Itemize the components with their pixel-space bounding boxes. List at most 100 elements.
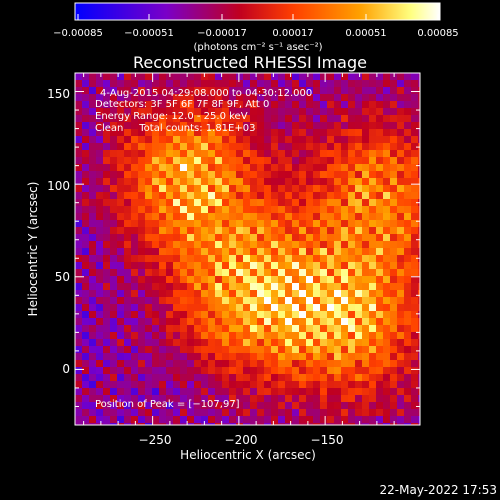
heatmap-cell	[355, 234, 363, 242]
heatmap-cell	[278, 325, 286, 333]
colorbar-tick-label: 0.00085	[417, 28, 458, 39]
heatmap-cell	[334, 304, 342, 312]
heatmap-cell	[103, 241, 111, 249]
heatmap-cell	[166, 108, 174, 116]
heatmap-cell	[82, 283, 90, 291]
heatmap-cell	[390, 283, 398, 291]
heatmap-cell	[397, 360, 405, 368]
heatmap-cell	[117, 311, 125, 319]
heatmap-cell	[348, 199, 356, 207]
heatmap-cell	[341, 227, 349, 235]
heatmap-cell	[292, 346, 300, 354]
heatmap-cell	[145, 367, 153, 375]
heatmap-cell	[320, 367, 328, 375]
heatmap-cell	[131, 213, 139, 221]
heatmap-cell	[362, 101, 370, 109]
heatmap-cell	[166, 388, 174, 396]
heatmap-cell	[138, 157, 146, 165]
heatmap-cell	[299, 297, 307, 305]
heatmap-cell	[271, 423, 279, 425]
heatmap-cell	[264, 374, 272, 382]
heatmap-cell	[250, 423, 258, 425]
heatmap-cell	[278, 101, 286, 109]
heatmap-cell	[306, 304, 314, 312]
heatmap-cell	[411, 227, 419, 235]
heatmap-cell	[299, 94, 307, 102]
heatmap-cell	[243, 409, 251, 417]
heatmap-cell	[180, 395, 188, 403]
heatmap-cell	[411, 409, 419, 417]
heatmap-cell	[229, 87, 237, 95]
heatmap-cell	[131, 388, 139, 396]
heatmap-cell	[292, 178, 300, 186]
heatmap-cell	[264, 115, 272, 123]
heatmap-cell	[103, 206, 111, 214]
heatmap-cell	[208, 80, 216, 88]
heatmap-cell	[313, 353, 321, 361]
heatmap-cell	[208, 122, 216, 130]
heatmap-cell	[313, 143, 321, 151]
heatmap-cell	[411, 185, 419, 193]
heatmap-cell	[348, 367, 356, 375]
heatmap-cell	[341, 213, 349, 221]
heatmap-cell	[264, 87, 272, 95]
heatmap-cell	[243, 157, 251, 165]
heatmap-cell	[369, 101, 377, 109]
heatmap-cell	[271, 94, 279, 102]
heatmap-cell	[152, 423, 160, 425]
heatmap-cell	[152, 318, 160, 326]
heatmap-cell	[110, 325, 118, 333]
heatmap-cell	[299, 283, 307, 291]
heatmap-cell	[264, 276, 272, 284]
heatmap-cell	[194, 248, 202, 256]
heatmap-cell	[166, 353, 174, 361]
heatmap-cell	[138, 283, 146, 291]
heatmap-cell	[75, 136, 83, 144]
heatmap-cell	[411, 297, 419, 305]
heatmap-cell	[264, 171, 272, 179]
heatmap-cell	[75, 297, 83, 305]
heatmap-cell	[306, 234, 314, 242]
heatmap-cell	[390, 87, 398, 95]
heatmap-cell	[82, 241, 90, 249]
heatmap-cell	[397, 311, 405, 319]
heatmap-cell	[369, 220, 377, 228]
heatmap-cell	[152, 381, 160, 389]
heatmap-cell	[229, 388, 237, 396]
heatmap-cell	[229, 94, 237, 102]
heatmap-cell	[362, 150, 370, 158]
heatmap-cell	[411, 143, 419, 151]
heatmap-cell	[145, 101, 153, 109]
heatmap-cell	[243, 94, 251, 102]
heatmap-cell	[236, 423, 244, 425]
heatmap-cell	[341, 325, 349, 333]
heatmap-cell	[89, 192, 97, 200]
heatmap-cell	[145, 318, 153, 326]
heatmap-cell	[222, 234, 230, 242]
heatmap-cell	[327, 304, 335, 312]
heatmap-cell	[355, 276, 363, 284]
heatmap-cell	[285, 136, 293, 144]
heatmap-cell	[222, 143, 230, 151]
heatmap-cell	[159, 367, 167, 375]
heatmap-cell	[390, 297, 398, 305]
heatmap-cell	[75, 325, 83, 333]
heatmap-cell	[180, 374, 188, 382]
heatmap-cell	[341, 269, 349, 277]
heatmap-cell	[334, 346, 342, 354]
heatmap-cell	[180, 136, 188, 144]
heatmap-cell	[306, 297, 314, 305]
heatmap-cell	[82, 157, 90, 165]
heatmap-cell	[278, 115, 286, 123]
heatmap-cell	[341, 178, 349, 186]
heatmap-cell	[194, 73, 202, 81]
x-tick-label: −150	[311, 433, 344, 447]
heatmap-cell	[215, 143, 223, 151]
heatmap-cell	[222, 297, 230, 305]
heatmap-cell	[369, 283, 377, 291]
heatmap-cell	[194, 178, 202, 186]
heatmap-cell	[110, 115, 118, 123]
heatmap-cell	[313, 304, 321, 312]
heatmap-cell	[243, 122, 251, 130]
heatmap-cell	[187, 234, 195, 242]
